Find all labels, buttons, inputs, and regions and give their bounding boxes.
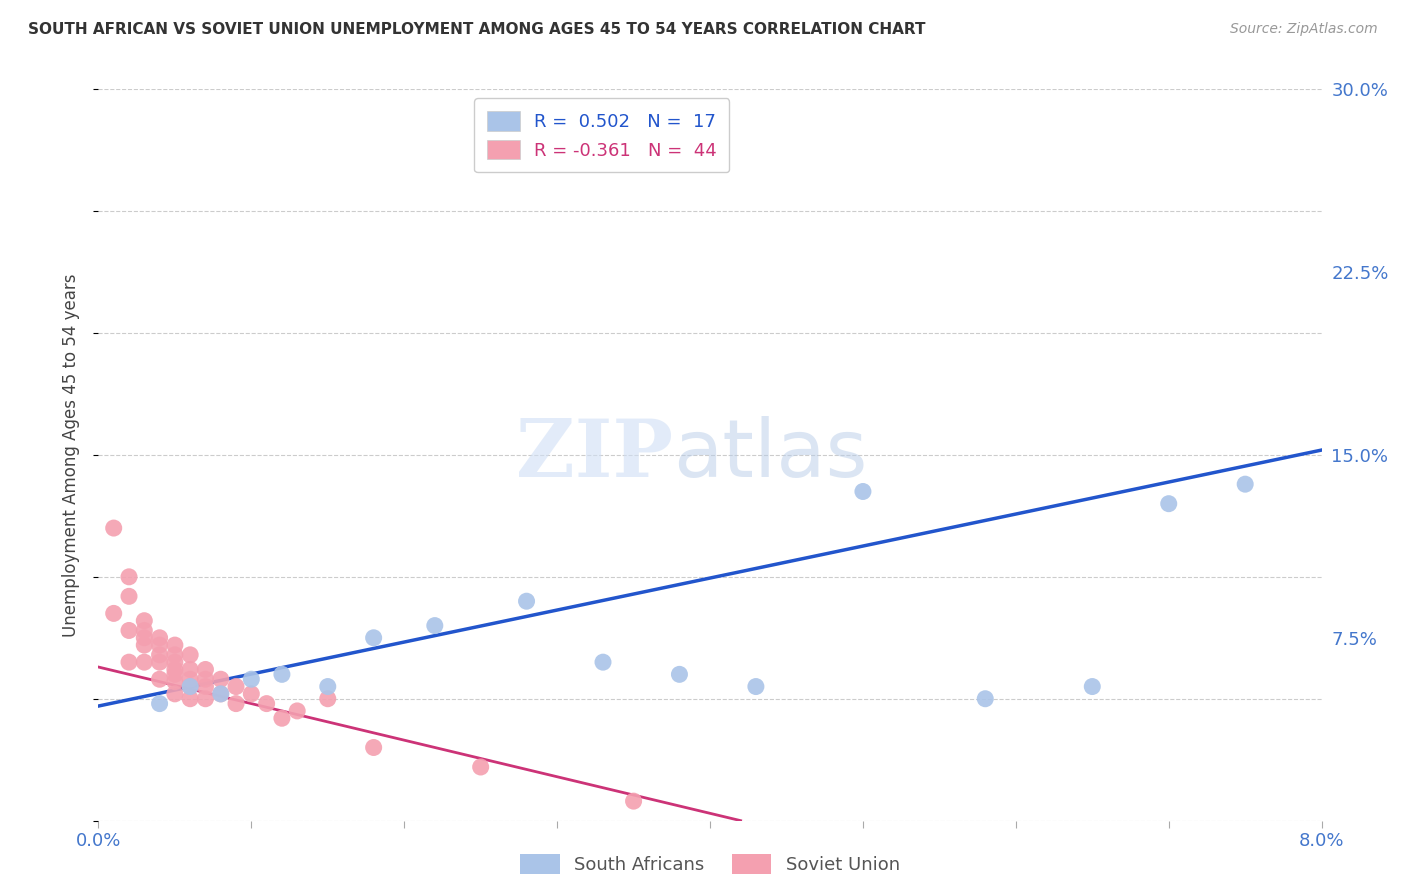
- Y-axis label: Unemployment Among Ages 45 to 54 years: Unemployment Among Ages 45 to 54 years: [62, 273, 80, 637]
- Point: [179, 691, 201, 706]
- Point: [118, 570, 141, 584]
- Point: [270, 667, 294, 681]
- Point: [134, 638, 156, 652]
- Point: [240, 687, 263, 701]
- Point: [256, 697, 278, 711]
- Point: [118, 590, 141, 604]
- Point: [149, 672, 172, 686]
- Point: [240, 672, 263, 686]
- Point: [149, 648, 172, 662]
- Point: [1157, 497, 1180, 511]
- Point: [179, 648, 201, 662]
- Point: [209, 672, 232, 686]
- Point: [470, 760, 492, 774]
- Point: [668, 667, 690, 681]
- Point: [194, 663, 217, 677]
- Point: [118, 655, 141, 669]
- Point: [163, 667, 186, 681]
- Point: [209, 687, 232, 701]
- Text: SOUTH AFRICAN VS SOVIET UNION UNEMPLOYMENT AMONG AGES 45 TO 54 YEARS CORRELATION: SOUTH AFRICAN VS SOVIET UNION UNEMPLOYME…: [28, 22, 925, 37]
- Point: [225, 680, 247, 694]
- Point: [225, 697, 247, 711]
- Point: [285, 704, 308, 718]
- Legend: South Africans, Soviet Union: South Africans, Soviet Union: [509, 843, 911, 885]
- Point: [316, 691, 339, 706]
- Point: [103, 521, 125, 535]
- Point: [852, 484, 875, 499]
- Point: [163, 655, 186, 669]
- Point: [134, 631, 156, 645]
- Text: Source: ZipAtlas.com: Source: ZipAtlas.com: [1230, 22, 1378, 37]
- Text: ZIP: ZIP: [516, 416, 673, 494]
- Point: [1234, 477, 1257, 491]
- Point: [179, 663, 201, 677]
- Point: [623, 794, 645, 808]
- Point: [745, 680, 768, 694]
- Point: [209, 687, 232, 701]
- Point: [194, 672, 217, 686]
- Point: [363, 631, 385, 645]
- Point: [1081, 680, 1104, 694]
- Point: [149, 697, 172, 711]
- Point: [363, 740, 385, 755]
- Point: [149, 631, 172, 645]
- Point: [163, 638, 186, 652]
- Point: [118, 624, 141, 638]
- Point: [163, 687, 186, 701]
- Point: [974, 691, 997, 706]
- Point: [149, 655, 172, 669]
- Point: [179, 680, 201, 694]
- Point: [592, 655, 614, 669]
- Point: [134, 614, 156, 628]
- Point: [163, 648, 186, 662]
- Point: [163, 674, 186, 689]
- Point: [270, 711, 294, 725]
- Point: [194, 691, 217, 706]
- Point: [423, 618, 446, 632]
- Point: [163, 663, 186, 677]
- Point: [134, 624, 156, 638]
- Point: [516, 594, 538, 608]
- Point: [149, 638, 172, 652]
- Point: [179, 672, 201, 686]
- Point: [134, 655, 156, 669]
- Text: atlas: atlas: [673, 416, 868, 494]
- Point: [194, 680, 217, 694]
- Point: [316, 680, 339, 694]
- Point: [179, 680, 201, 694]
- Point: [103, 607, 125, 621]
